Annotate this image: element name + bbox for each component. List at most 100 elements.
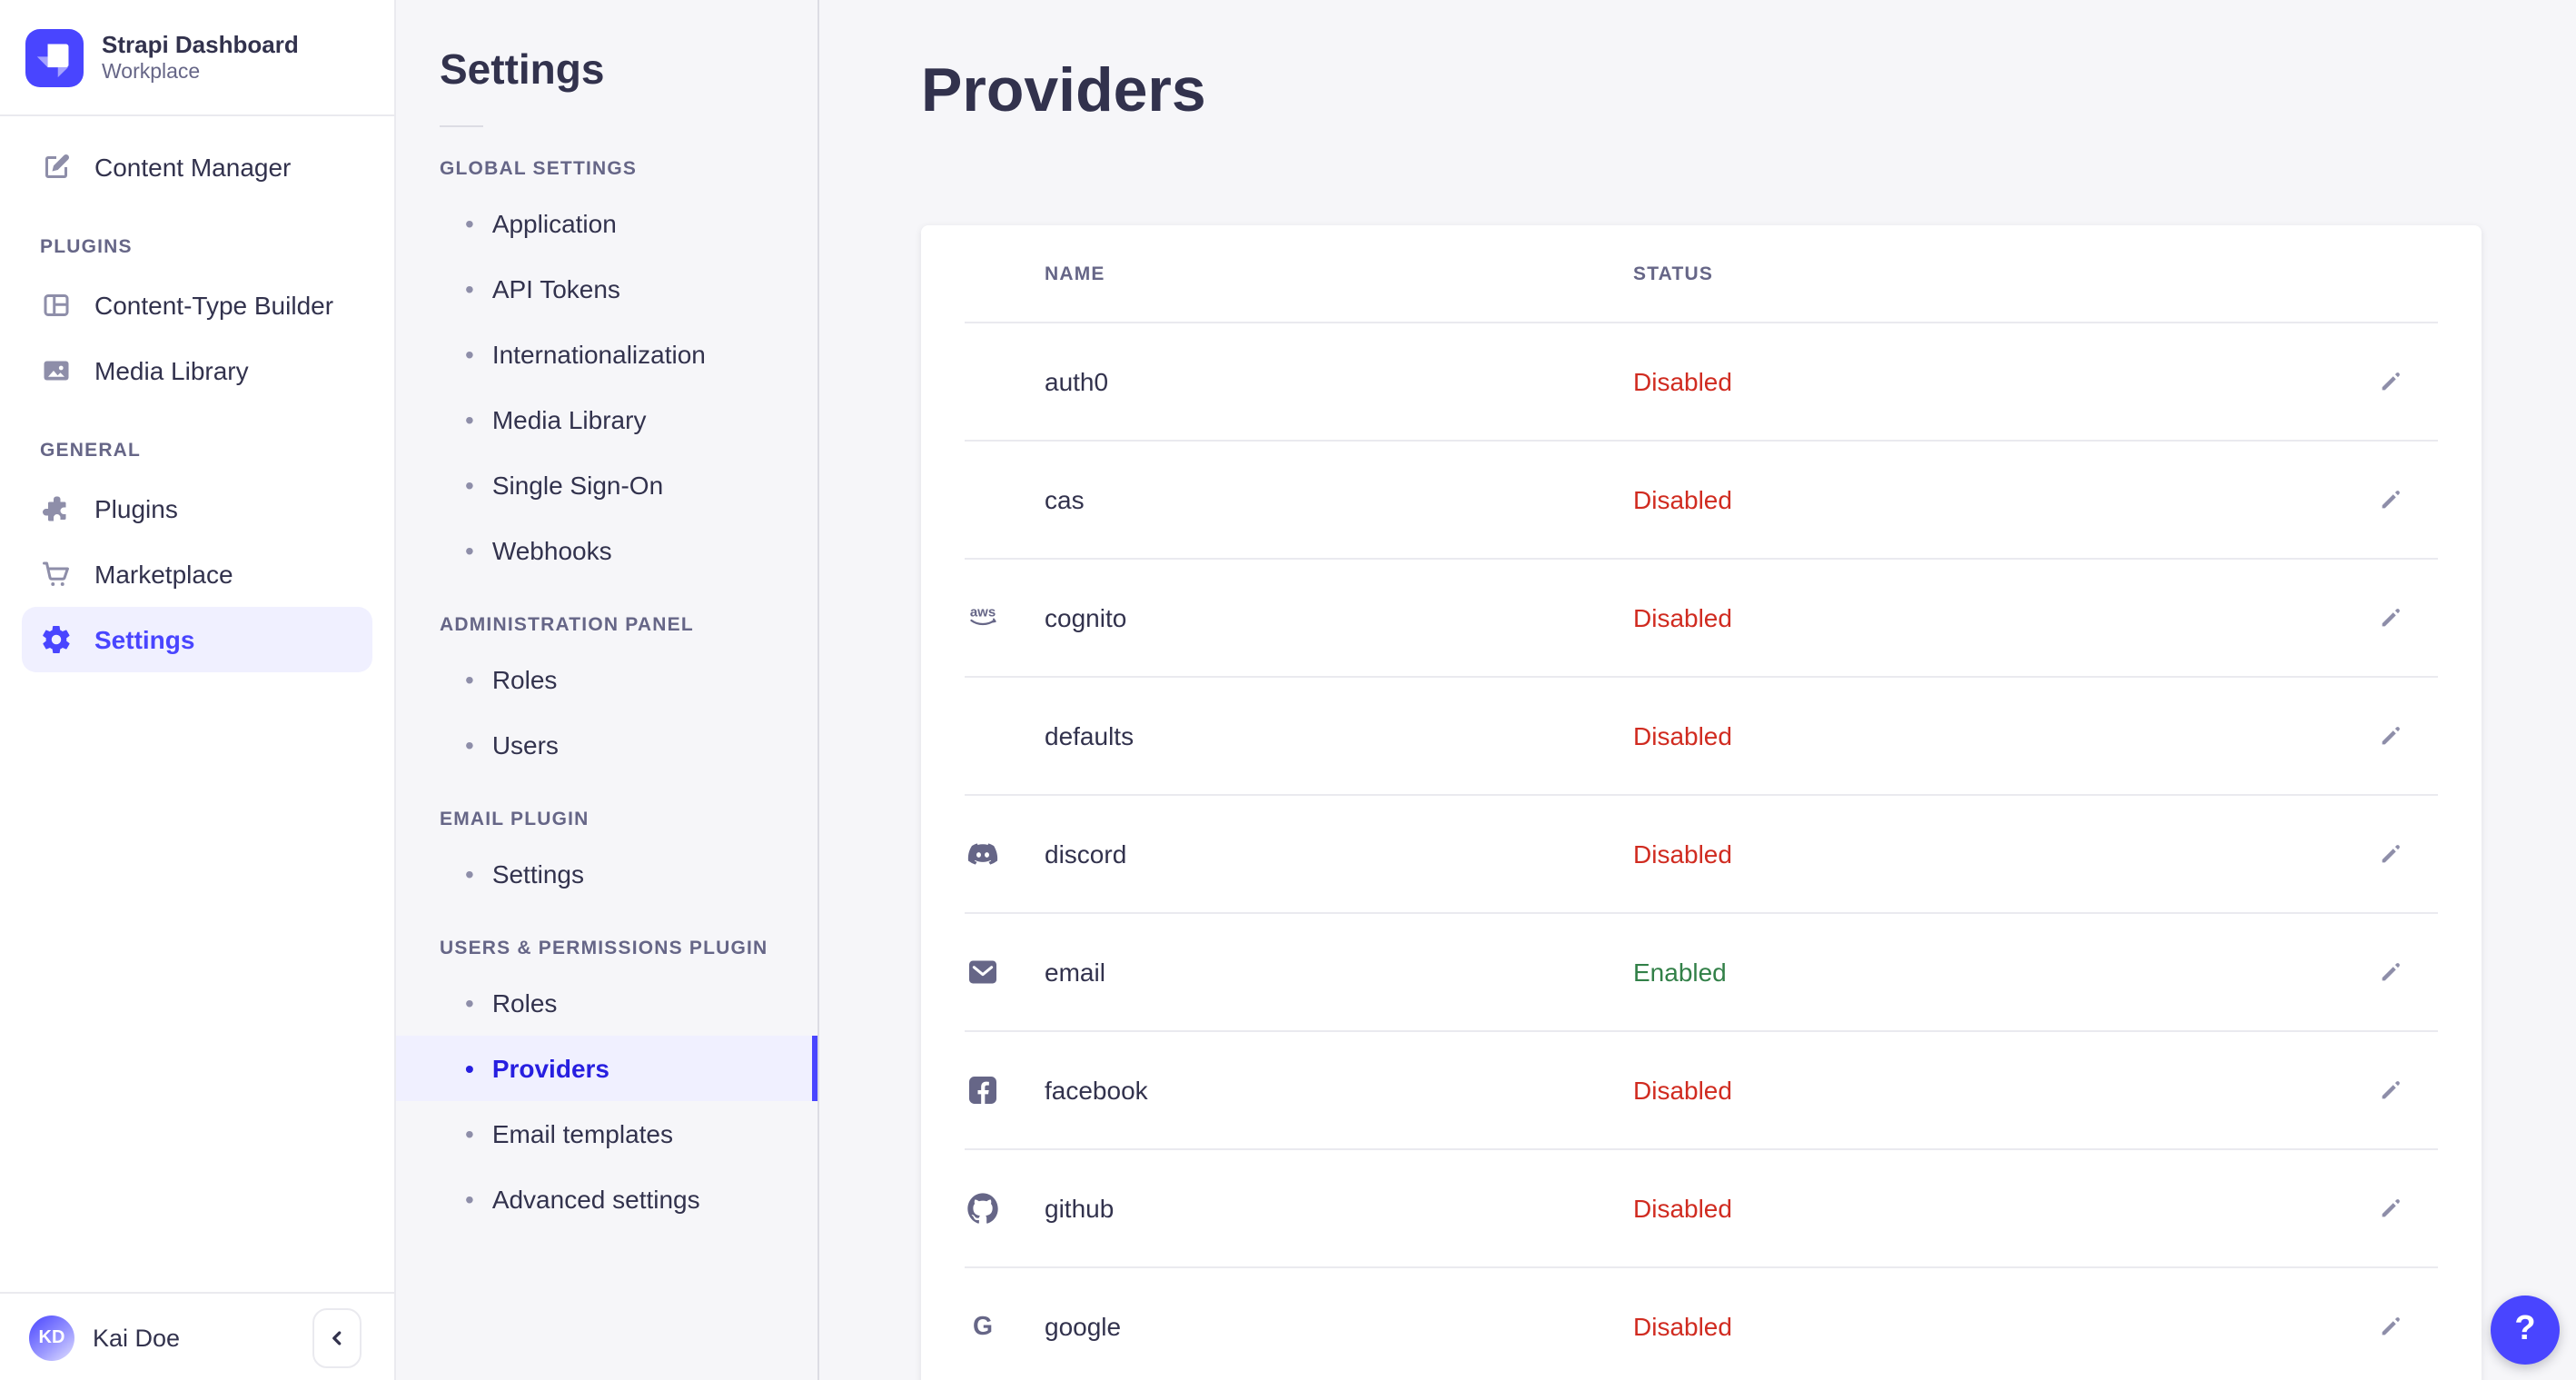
sidebar-item-label: Content-Type Builder bbox=[94, 291, 334, 320]
table-row[interactable]: auth0 Disabled bbox=[965, 322, 2438, 440]
sidebar-footer: KD Kai Doe bbox=[0, 1292, 394, 1380]
subnav-item-single-sign-on[interactable]: • Single Sign-On bbox=[396, 452, 817, 518]
pencil-icon bbox=[2382, 372, 2400, 391]
subnav-section-global-settings: GLOBAL SETTINGS bbox=[440, 158, 638, 180]
subnav-title: Settings bbox=[440, 45, 605, 93]
subnav-item-label: Roles bbox=[491, 665, 558, 694]
sidebar-item-media-library[interactable]: Media Library bbox=[22, 338, 372, 403]
table-row[interactable]: email Enabled bbox=[965, 912, 2438, 1030]
help-button[interactable]: ? bbox=[2491, 1296, 2560, 1365]
table-row[interactable]: discord Disabled bbox=[965, 794, 2438, 912]
sidebar-item-label: Settings bbox=[94, 625, 195, 654]
bullet-dot: • bbox=[465, 405, 474, 434]
status-badge: Disabled bbox=[1633, 721, 1732, 750]
aws-icon: aws bbox=[970, 604, 996, 626]
edit-provider-button[interactable] bbox=[2365, 1301, 2416, 1352]
subnav-item-email-settings[interactable]: • Settings bbox=[396, 841, 817, 907]
subnav-item-advanced-settings[interactable]: • Advanced settings bbox=[396, 1167, 817, 1232]
edit-provider-button[interactable] bbox=[2365, 947, 2416, 998]
settings-subnav: Settings GLOBAL SETTINGS • Application • A… bbox=[396, 0, 819, 1380]
user-name[interactable]: Kai Doe bbox=[93, 1324, 181, 1351]
subnav-item-admin-roles[interactable]: • Roles bbox=[396, 647, 817, 712]
bullet-dot: • bbox=[465, 1054, 474, 1083]
bullet-dot: • bbox=[465, 1185, 474, 1214]
provider-name: facebook bbox=[1045, 1076, 1148, 1105]
subnav-item-label: Internationalization bbox=[491, 340, 706, 369]
subnav-item-label: Email templates bbox=[491, 1119, 673, 1148]
provider-name: google bbox=[1045, 1312, 1122, 1341]
sidebar-item-settings[interactable]: Settings bbox=[22, 607, 372, 672]
table-header-row: NAME STATUS bbox=[965, 225, 2438, 322]
edit-provider-button[interactable] bbox=[2365, 829, 2416, 879]
subnav-item-media-library[interactable]: • Media Library bbox=[396, 387, 817, 452]
strapi-logo-icon bbox=[25, 28, 84, 86]
subnav-item-email-templates[interactable]: • Email templates bbox=[396, 1101, 817, 1167]
sidebar-item-marketplace[interactable]: Marketplace bbox=[22, 541, 372, 607]
provider-name: email bbox=[1045, 958, 1105, 987]
subnav-item-label: Application bbox=[491, 209, 617, 238]
edit-provider-button[interactable] bbox=[2365, 710, 2416, 761]
github-icon bbox=[967, 1193, 998, 1224]
edit-provider-button[interactable] bbox=[2365, 356, 2416, 407]
subnav-item-providers[interactable]: • Providers bbox=[396, 1036, 817, 1101]
marketplace-icon bbox=[40, 558, 73, 591]
bullet-dot: • bbox=[465, 1119, 474, 1148]
brand-home-link[interactable]: Strapi Dashboard Workplace bbox=[0, 0, 394, 116]
table-row[interactable]: aws cognito Disabled bbox=[965, 558, 2438, 676]
table-row[interactable]: G google Disabled bbox=[965, 1266, 2438, 1380]
subnav-item-webhooks[interactable]: • Webhooks bbox=[396, 518, 817, 583]
bullet-dot: • bbox=[465, 730, 474, 759]
pencil-icon bbox=[2382, 1317, 2400, 1335]
table-row[interactable]: defaults Disabled bbox=[965, 676, 2438, 794]
sidebar-item-label: Content Manager bbox=[94, 153, 292, 182]
bullet-dot: • bbox=[465, 859, 474, 889]
table-row[interactable]: github Disabled bbox=[965, 1148, 2438, 1266]
edit-provider-button[interactable] bbox=[2365, 592, 2416, 643]
subnav-item-api-tokens[interactable]: • API Tokens bbox=[396, 256, 817, 322]
provider-name: github bbox=[1045, 1194, 1115, 1223]
content-manager-icon bbox=[40, 151, 73, 184]
providers-table-card: NAME STATUS auth0 Disabled cas Disabled bbox=[921, 225, 2482, 1380]
edit-provider-button[interactable] bbox=[2365, 1065, 2416, 1116]
bullet-dot: • bbox=[465, 536, 474, 565]
subnav-item-internationalization[interactable]: • Internationalization bbox=[396, 322, 817, 387]
plugins-icon bbox=[40, 492, 73, 525]
sidebar-item-plugins[interactable]: Plugins bbox=[22, 476, 372, 541]
chevron-left-icon bbox=[332, 1330, 342, 1345]
bullet-dot: • bbox=[465, 471, 474, 500]
status-badge: Disabled bbox=[1633, 367, 1732, 396]
subnav-item-application[interactable]: • Application bbox=[396, 191, 817, 256]
table-row[interactable]: cas Disabled bbox=[965, 440, 2438, 558]
subnav-section-users-permissions-plugin: USERS & PERMISSIONS PLUGIN bbox=[440, 938, 768, 959]
collapse-sidebar-button[interactable] bbox=[312, 1307, 362, 1367]
email-icon bbox=[969, 960, 996, 984]
subnav-item-up-roles[interactable]: • Roles bbox=[396, 970, 817, 1036]
status-badge: Disabled bbox=[1633, 839, 1732, 869]
edit-provider-button[interactable] bbox=[2365, 1183, 2416, 1234]
pencil-icon bbox=[2382, 1081, 2400, 1099]
sidebar-item-label: Media Library bbox=[94, 356, 249, 385]
column-header-name: NAME bbox=[1045, 263, 1105, 284]
subnav-item-admin-users[interactable]: • Users bbox=[396, 712, 817, 778]
provider-name: cognito bbox=[1045, 603, 1127, 632]
pencil-icon bbox=[2382, 491, 2400, 509]
subnav-item-label: Settings bbox=[491, 859, 584, 889]
subnav-item-label: Roles bbox=[491, 988, 558, 1018]
provider-name: auth0 bbox=[1045, 367, 1109, 396]
sidebar-item-content-type-builder[interactable]: Content-Type Builder bbox=[22, 273, 372, 338]
facebook-icon bbox=[969, 1077, 996, 1104]
avatar[interactable]: KD bbox=[29, 1315, 74, 1360]
brand-subtitle: Workplace bbox=[102, 61, 201, 83]
edit-provider-button[interactable] bbox=[2365, 474, 2416, 525]
sidebar-section-general: GENERAL bbox=[40, 440, 142, 462]
bullet-dot: • bbox=[465, 988, 474, 1018]
subnav-section-email-plugin: EMAIL PLUGIN bbox=[440, 809, 590, 830]
table-row[interactable]: facebook Disabled bbox=[965, 1030, 2438, 1148]
provider-name: discord bbox=[1045, 839, 1127, 869]
subnav-item-label: API Tokens bbox=[491, 274, 620, 303]
sidebar-item-content-manager[interactable]: Content Manager bbox=[22, 134, 372, 200]
main-nav: Content Manager PLUGINS Content-Type Bui… bbox=[0, 116, 394, 1292]
main-content: Providers NAME STATUS auth0 Disabled c bbox=[819, 0, 2576, 1380]
